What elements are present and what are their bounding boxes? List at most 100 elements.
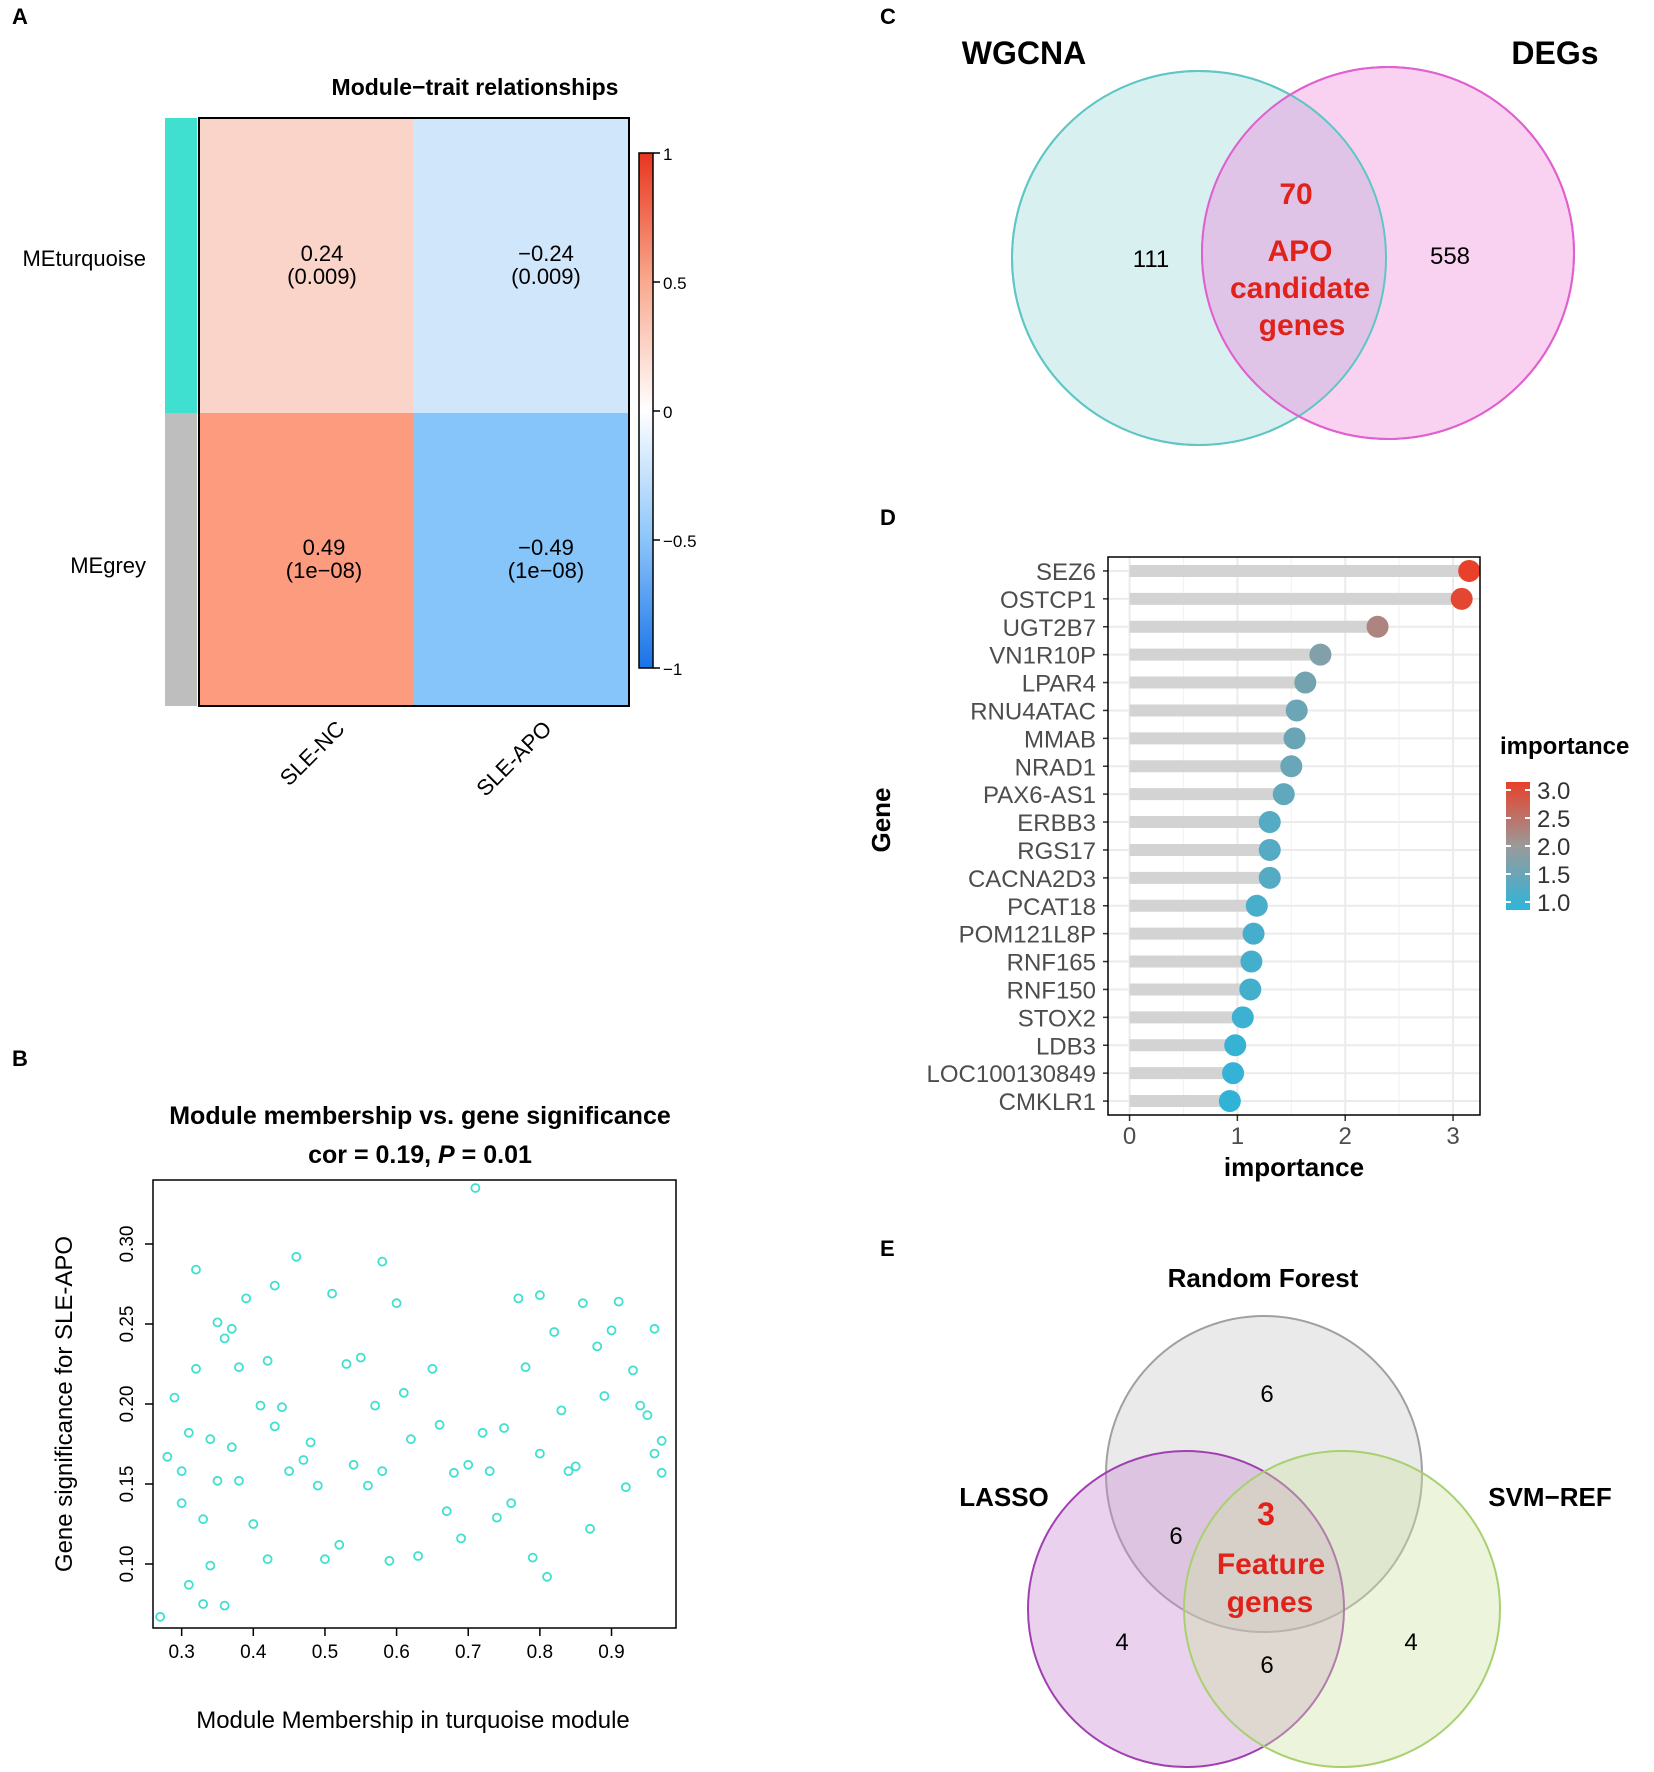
lollipop-gene-label: ERBB3 [1017,810,1096,837]
scatter-point [234,1475,244,1486]
scatter-x-label: Module Membership in turquoise module [196,1707,630,1734]
scatter-point [198,1514,209,1525]
scatter-point [506,1498,517,1509]
lollipop-point [1242,922,1265,945]
lollipop-legend-tick-1.0: 1.0 [1537,890,1570,917]
lollipop-gene-label: RNF165 [1007,950,1096,977]
row-label-meturquoise: MEturquoise [22,246,146,271]
scatter-point [355,1352,366,1363]
scatter-x-axis: 0.3 0.4 0.5 0.6 0.7 0.8 0.9 [168,1628,625,1663]
scatter-point [234,1362,244,1373]
scatter-point [499,1423,509,1433]
lollipop-gene-label: LOC100130849 [927,1061,1096,1088]
scatter-y-tick-label: 0.10 [117,1546,138,1583]
scatter-point [226,1442,237,1453]
lollipop-gene-label: UGT2B7 [1003,615,1096,642]
scatter-point [162,1451,173,1462]
scatter-point [219,1333,230,1344]
venn-e-label-random-forest: Random Forest [1168,1263,1359,1293]
venn-c-highlight: 70 APO candidate genes [1230,178,1370,342]
heatmap-cell-0-1 [413,118,629,413]
venn-e-circle-lasso [1027,1450,1345,1768]
venn-e-count-lasso-svm: 6 [1260,1652,1273,1679]
lollipop-point [1258,811,1281,834]
scatter-title: Module membership vs. gene significance [169,1102,671,1130]
lollipop-gene-label: PAX6-AS1 [983,782,1096,809]
scatter-point [312,1480,323,1491]
lollipop-legend-tick-2.0: 2.0 [1537,834,1570,861]
scatter-y-label: Gene significance for SLE-APO [51,1236,78,1572]
scatter-point [198,1599,209,1609]
legend-tick-0.5: 0.5 [663,274,687,293]
scatter-point [183,1427,194,1438]
lollipop-x-tick-label: 1 [1231,1123,1244,1150]
scatter-point [269,1421,280,1432]
lollipop-legend-tick-3.0: 3.0 [1537,778,1570,805]
panel-label-d: D [880,505,896,530]
lollipop-gene-label: NRAD1 [1015,754,1096,781]
scatter-x-tick-label: 0.7 [455,1642,481,1663]
venn-e-count-rf-lasso: 6 [1169,1523,1182,1550]
lollipop-point [1458,559,1481,582]
lollipop-point [1366,615,1389,638]
lollipop-x-tick-label: 0 [1123,1123,1136,1150]
scatter-point [477,1427,488,1438]
scatter-point [542,1571,552,1582]
heatmap-title: Module−trait relationships [332,74,619,100]
scatter-x-tick-label: 0.6 [383,1642,409,1663]
lollipop-grid [1108,557,1480,1115]
scatter-point [320,1554,330,1565]
lollipop-stems [1129,564,1470,1108]
panel-label-e: E [880,1236,895,1261]
cell-pvalue-0-0: (0.009) [287,264,357,289]
heatmap-color-legend [638,152,654,669]
scatter-x-tick-label: 0.5 [312,1642,338,1663]
venn-e-count-rf-only: 6 [1260,1381,1273,1408]
lollipop-point [1450,587,1473,610]
scatter-point [348,1459,359,1470]
lollipop-point [1258,866,1281,889]
lollipop-panel-bg [1108,557,1480,1115]
lollipop-gene-label: SEZ6 [1036,559,1096,586]
venn-e-circle-svm-ref [1183,1450,1501,1768]
scatter-point [291,1251,302,1262]
scatter-point [191,1264,201,1275]
scatter-plot-area [152,1179,677,1629]
scatter-point [592,1341,603,1352]
scatter-point [520,1362,531,1373]
subtitle-p-value: = 0.01 [455,1141,532,1169]
lollipop-plot-area [1107,556,1481,1116]
cell-pvalue-0-1: (0.009) [511,264,581,289]
heatmap-cell-0-0 [199,118,413,413]
legend-tick-0: 0 [663,403,672,422]
scatter-point [377,1256,388,1267]
subtitle-cor: cor = 0.19, [308,1141,438,1169]
lollipop-gene-label: PCAT18 [1007,894,1096,921]
scatter-point [241,1293,252,1304]
scatter-point [635,1400,646,1411]
panel-label-c: C [880,4,896,29]
scatter-point [219,1600,230,1611]
scatter-point [456,1533,466,1544]
scatter-point [613,1296,624,1307]
scatter-point [649,1448,660,1459]
scatter-point [534,1448,545,1459]
scatter-point [491,1512,502,1523]
cell-value-1-1: −0.49 [518,535,574,560]
venn-e-count-lasso-only: 4 [1115,1629,1128,1656]
scatter-point [155,1611,166,1622]
lollipop-point [1231,1006,1254,1029]
lollipop-gene-label: RGS17 [1017,838,1096,865]
venn-e-center-count: 3 [1257,1496,1275,1532]
lollipop-gene-label: POM121L8P [959,922,1096,949]
legend-tick-neg1: −1 [663,660,682,679]
scatter-point [327,1288,338,1299]
venn-c-overlap-line1: APO [1267,235,1332,268]
scatter-point [642,1410,653,1421]
panel-label-b: B [12,1046,28,1071]
scatter-point [556,1405,567,1416]
scatter-point [205,1560,216,1571]
lollipop-point [1283,727,1306,750]
scatter-point [262,1355,273,1366]
scatter-point [549,1327,560,1337]
